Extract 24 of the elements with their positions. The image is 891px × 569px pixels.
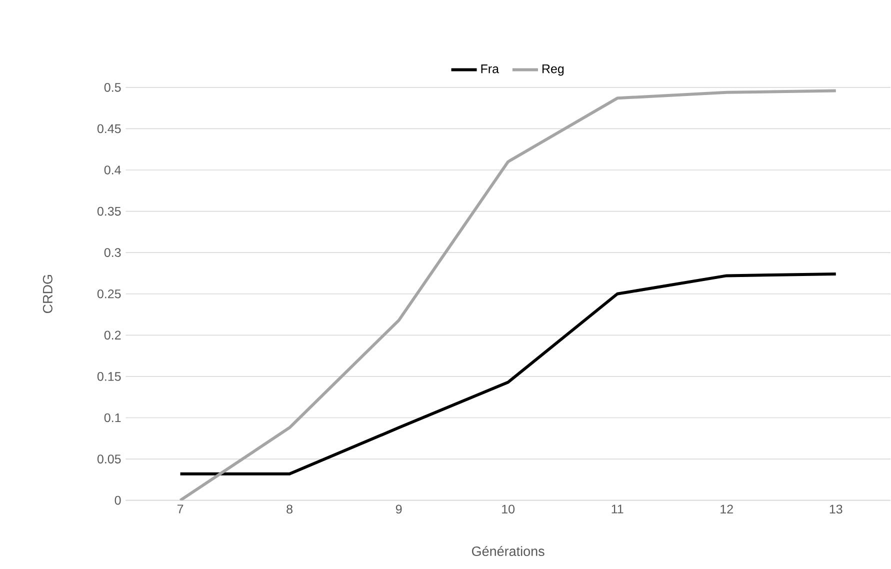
legend-label: Reg <box>542 64 564 76</box>
x-tick-label: 11 <box>612 504 624 514</box>
y-tick-label: 0 <box>114 496 121 505</box>
x-tick-label: 8 <box>286 504 292 514</box>
y-tick-label: 0.2 <box>104 330 121 340</box>
y-tick-label: 0.3 <box>104 248 121 258</box>
x-tick-label: 9 <box>396 504 402 514</box>
x-tick-label: 13 <box>830 504 842 514</box>
y-tick-label: 0.15 <box>97 372 121 381</box>
y-tick-label: 0.5 <box>104 83 121 92</box>
legend-label: Fra <box>481 64 500 74</box>
y-tick-label: 0.45 <box>97 124 121 134</box>
x-tick-label: 7 <box>177 504 184 514</box>
y-axis-title: CRDG <box>42 275 52 314</box>
x-tick-label: 10 <box>502 504 515 514</box>
y-tick-label: 0.35 <box>97 206 121 216</box>
y-tick-label: 0.4 <box>104 166 121 174</box>
y-tick-label: 0.25 <box>97 290 121 298</box>
x-axis-title: Générations <box>472 546 544 556</box>
line-series <box>178 89 838 500</box>
x-tick-label: 12 <box>720 504 733 514</box>
y-tick-label: 0.05 <box>97 454 121 464</box>
y-tick-label: 0.1 <box>104 413 121 422</box>
line-series <box>178 272 838 476</box>
